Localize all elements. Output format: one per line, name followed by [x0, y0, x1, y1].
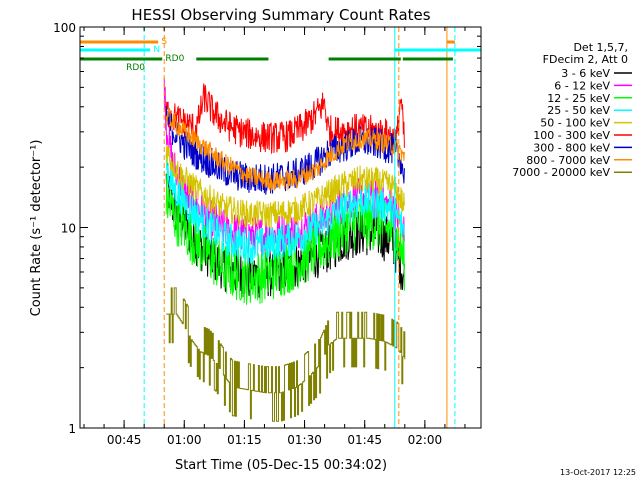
flag-bar-n-0 — [80, 48, 151, 52]
x-tick-label-0115: 01:15 — [227, 433, 262, 447]
flag-label-s: S — [161, 37, 167, 47]
y-tick-label-10: 10 — [61, 222, 76, 236]
flag-bar-n-1 — [394, 48, 481, 52]
flag-bar-rd0-3 — [402, 57, 453, 61]
x-tick-label-0130: 01:30 — [287, 433, 322, 447]
legend-label-100-300-kev: 100 - 300 keV — [533, 129, 610, 142]
flag-bar-rd0-2 — [328, 57, 401, 61]
flag-label-rd0-right: RD0 — [165, 54, 184, 64]
series-layer — [163, 77, 406, 422]
x-tick-label-0045: 00:45 — [107, 433, 142, 447]
legend-label-12-25-kev: 12 - 25 keV — [547, 92, 610, 105]
series-line-50-100-kev — [165, 144, 405, 229]
y-tick-label-1: 1 — [68, 422, 76, 436]
flag-label-n: N — [153, 45, 160, 55]
vlines-layer — [143, 27, 456, 428]
legend-label-3-6-kev: 3 - 6 keV — [561, 67, 610, 80]
series-line-100-300-kev — [165, 83, 405, 154]
legend-label-50-100-kev: 50 - 100 keV — [540, 117, 610, 130]
series-line-800-7000-kev — [165, 107, 405, 191]
legend-label-25-50-kev: 25 - 50 keV — [547, 104, 610, 117]
series-line-7000-20000-kev — [166, 287, 406, 422]
x-tick-label-0200: 02:00 — [408, 433, 443, 447]
y-tick-label-100: 100 — [53, 21, 76, 35]
plot-timestamp: 13-Oct-2017 12:25 — [560, 468, 636, 477]
legend-label-300-800-kev: 300 - 800 keV — [533, 141, 610, 154]
legend-header-0: Det 1,5,7, — [573, 41, 628, 54]
flag-label-rd0-left: RD0 — [126, 63, 145, 73]
flags-layer: SN RD0 RD0 — [80, 37, 481, 73]
flag-bar-rd0-0 — [80, 57, 163, 61]
axes-layer: 00:45 01:00 01:15 01:30 01:45 02:00 1 10 100 — [53, 21, 482, 447]
x-axis-label: Start Time (05-Dec-15 00:34:02) — [175, 458, 387, 473]
series-line-300-800-kev — [165, 105, 405, 195]
plot-frame — [79, 26, 482, 429]
chart-title: HESSI Observing Summary Count Rates — [131, 6, 430, 24]
series-line-25-50-kev — [165, 153, 405, 264]
legend-header-1: FDecim 2, Att 0 — [543, 53, 628, 66]
y-axis-label: Count Rate (s⁻¹ detector⁻¹) — [29, 140, 44, 317]
legend-label-7000-20000-kev: 7000 - 20000 keV — [512, 166, 610, 179]
flag-bar-s-0 — [80, 40, 159, 44]
x-tick-label-0100: 01:00 — [167, 433, 202, 447]
legend-label-800-7000-kev: 800 - 7000 keV — [526, 154, 610, 167]
x-tick-label-0145: 01:45 — [347, 433, 382, 447]
flag-bar-rd0-1 — [196, 57, 269, 61]
legend-label-6-12-kev: 6 - 12 keV — [554, 79, 610, 92]
flag-bar-s-1 — [446, 40, 455, 44]
